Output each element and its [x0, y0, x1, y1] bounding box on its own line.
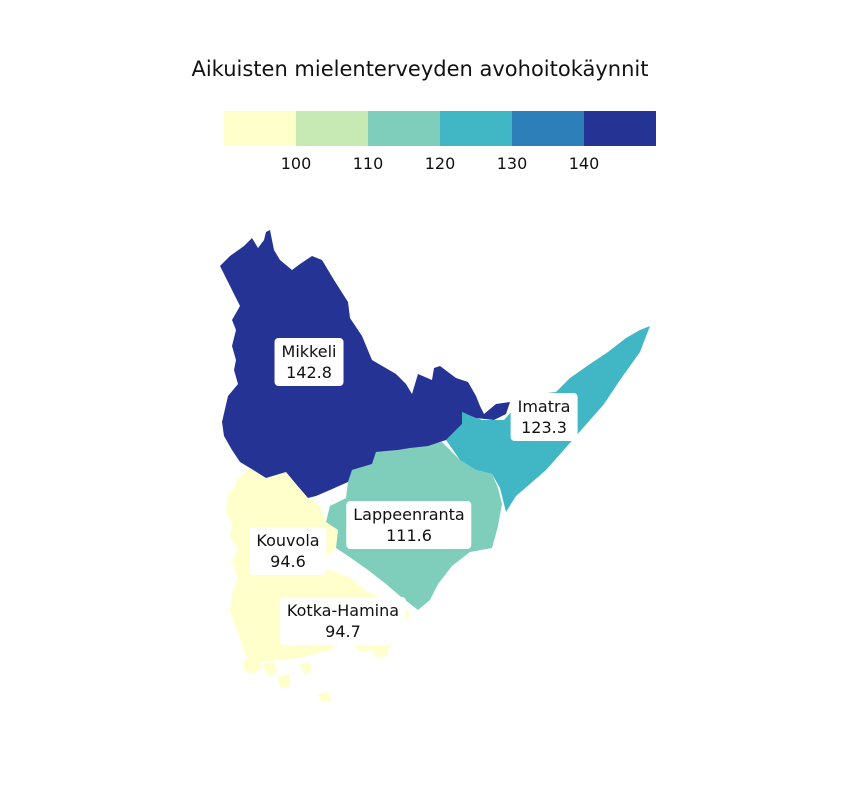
- label-mikkeli: Mikkeli 142.8: [274, 338, 344, 386]
- region-value: 142.8: [286, 363, 332, 382]
- legend-swatch-6: [584, 111, 656, 146]
- legend-break-110: 110: [353, 154, 384, 173]
- region-name: Mikkeli: [281, 342, 337, 361]
- label-kouvola: Kouvola 94.6: [249, 527, 327, 575]
- legend-swatch-5: [512, 111, 584, 146]
- map-title: Aikuisten mielenterveyden avohoitokäynni…: [191, 57, 649, 81]
- region-name: Kouvola: [256, 531, 320, 550]
- legend-break-120: 120: [425, 154, 456, 173]
- region-value: 111.6: [386, 526, 432, 545]
- legend-break-130: 130: [497, 154, 528, 173]
- label-kotka-hamina: Kotka-Hamina 94.7: [279, 597, 407, 645]
- label-lappeenranta: Lappeenranta 111.6: [346, 501, 472, 549]
- legend-swatch-4: [440, 111, 512, 146]
- legend-break-100: 100: [281, 154, 312, 173]
- region-value: 123.3: [521, 418, 567, 437]
- region-value: 94.6: [270, 552, 306, 571]
- region-value: 94.7: [325, 622, 361, 641]
- region-name: Kotka-Hamina: [286, 601, 400, 620]
- color-legend: 100 110 120 130 140: [224, 111, 656, 173]
- region-name: Lappeenranta: [353, 505, 465, 524]
- legend-swatch-2: [296, 111, 368, 146]
- legend-break-140: 140: [569, 154, 600, 173]
- region-mikkeli[interactable]: [220, 230, 510, 498]
- label-imatra: Imatra 123.3: [510, 393, 578, 441]
- legend-swatch-3: [368, 111, 440, 146]
- region-name: Imatra: [517, 397, 571, 416]
- legend-swatch-1: [224, 111, 296, 146]
